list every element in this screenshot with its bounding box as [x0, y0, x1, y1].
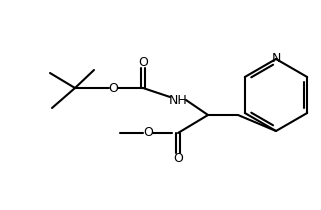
Text: NH: NH	[169, 93, 187, 106]
Text: O: O	[138, 56, 148, 70]
Text: N: N	[271, 52, 281, 66]
Text: O: O	[143, 126, 153, 139]
Text: O: O	[108, 81, 118, 94]
Text: O: O	[173, 151, 183, 164]
